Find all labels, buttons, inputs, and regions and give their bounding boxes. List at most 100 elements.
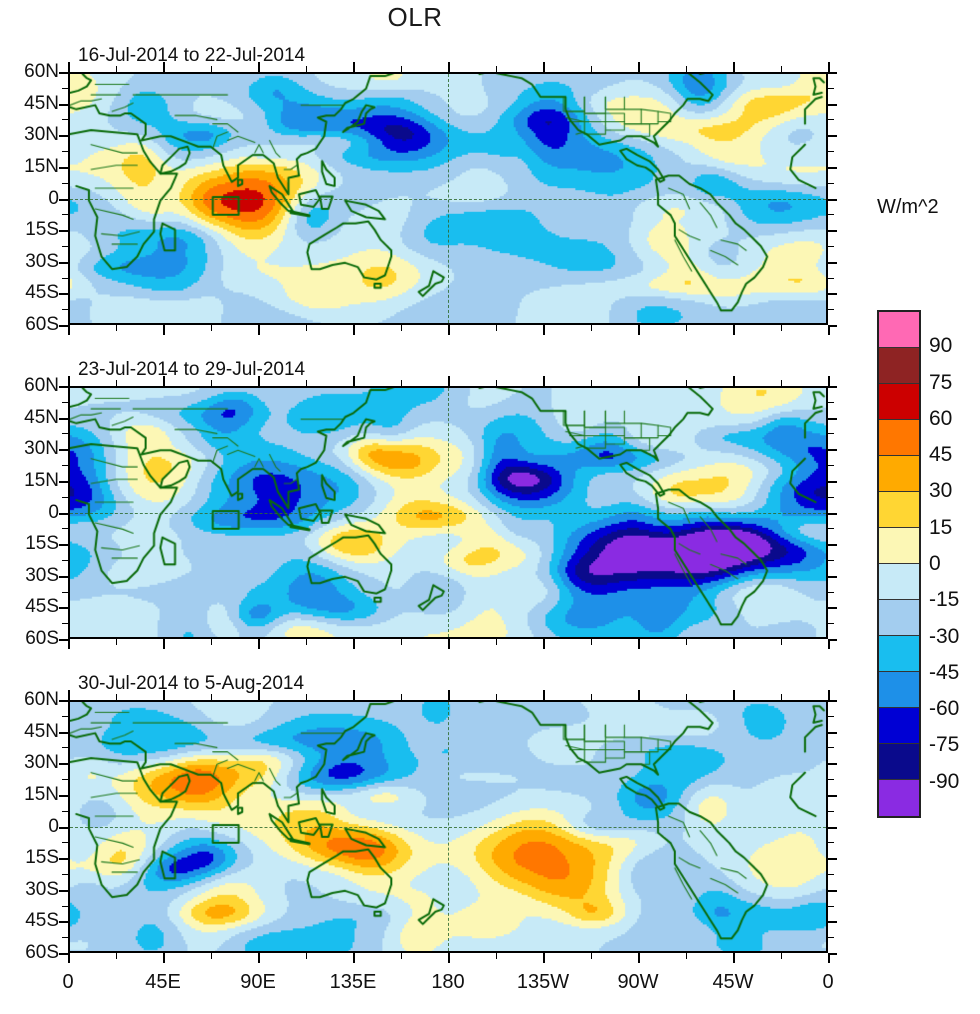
y-axis-tick xyxy=(59,449,68,452)
y-axis-label: 60N xyxy=(24,61,59,82)
y-axis-tick xyxy=(59,794,68,797)
x-axis-minor-tick xyxy=(305,694,307,700)
colorbar-band xyxy=(879,420,919,456)
y-axis-tick xyxy=(59,763,68,766)
y-axis-minor-tick xyxy=(828,747,834,749)
x-axis-label: 0 xyxy=(822,971,834,993)
x-axis-minor-tick xyxy=(685,66,687,72)
x-axis-minor-tick xyxy=(115,380,117,386)
x-axis-label: 180 xyxy=(431,971,465,993)
y-axis-tick xyxy=(828,261,837,264)
x-axis-tick xyxy=(448,376,450,386)
x-axis-minor-tick xyxy=(685,325,687,331)
x-axis-tick xyxy=(353,639,355,649)
x-axis-tick xyxy=(733,953,735,963)
x-axis-label: 0 xyxy=(62,971,74,993)
y-axis-tick xyxy=(828,889,837,892)
colorbar-band xyxy=(879,384,919,420)
y-axis-tick xyxy=(59,921,68,924)
x-axis-tick xyxy=(733,62,735,72)
x-axis-minor-tick xyxy=(400,380,402,386)
y-axis-label: 15N xyxy=(24,155,59,177)
map-frame-1 xyxy=(68,72,828,325)
x-axis-tick xyxy=(638,325,640,335)
x-axis-minor-tick xyxy=(590,639,592,645)
colorbar-tick-label: 45 xyxy=(929,443,953,467)
x-axis-tick xyxy=(163,639,165,649)
y-axis-tick xyxy=(828,607,837,610)
y-axis-tick xyxy=(59,135,68,138)
y-axis-tick xyxy=(828,135,837,138)
y-axis-tick xyxy=(59,639,68,641)
x-axis-minor-tick xyxy=(115,66,117,72)
x-axis-tick xyxy=(638,376,640,386)
x-axis-minor-tick xyxy=(400,325,402,331)
y-axis-minor-tick xyxy=(828,465,834,467)
y-axis-tick xyxy=(59,512,68,515)
x-axis-minor-tick xyxy=(495,953,497,959)
y-axis-tick xyxy=(59,198,68,201)
y-axis-tick xyxy=(59,953,68,955)
x-axis-minor-tick xyxy=(590,66,592,72)
y-axis-tick xyxy=(59,72,68,74)
x-axis-minor-tick xyxy=(780,639,782,645)
x-axis-minor-tick xyxy=(305,639,307,645)
y-axis-tick xyxy=(59,731,68,734)
x-axis-tick xyxy=(828,325,830,335)
y-axis-label: 30S xyxy=(25,878,59,900)
x-axis-tick xyxy=(68,639,70,649)
map-frame-2 xyxy=(68,386,828,639)
x-axis-minor-tick xyxy=(590,325,592,331)
colorbar-band xyxy=(879,312,919,348)
x-axis-minor-tick xyxy=(400,639,402,645)
y-axis-tick xyxy=(828,480,837,483)
x-axis-tick xyxy=(448,325,450,335)
y-axis-minor-tick xyxy=(828,401,834,403)
y-axis-minor-tick xyxy=(828,559,834,561)
y-axis-tick xyxy=(59,325,68,327)
y-axis-label: 45N xyxy=(24,406,59,428)
x-axis-minor-tick xyxy=(210,380,212,386)
colorbar-band xyxy=(879,636,919,672)
x-axis-minor-tick xyxy=(305,325,307,331)
x-axis-label: 135W xyxy=(516,971,570,993)
x-axis-tick xyxy=(828,953,830,963)
x-axis-minor-tick xyxy=(115,953,117,959)
y-axis-label: 15S xyxy=(25,219,59,241)
x-axis-label: 45W xyxy=(712,971,754,993)
colorbar-tick-label: -60 xyxy=(929,697,960,721)
y-axis-minor-tick xyxy=(62,214,68,216)
x-axis-minor-tick xyxy=(495,66,497,72)
x-axis-tick xyxy=(353,953,355,963)
x-axis-tick xyxy=(543,62,545,72)
map-panel-2: 23-Jul-2014 to 29-Jul-2014 60N 45N 30N 15N 0… xyxy=(24,359,837,649)
y-axis-tick xyxy=(59,480,68,483)
y-axis-minor-tick xyxy=(828,842,834,844)
x-axis-tick xyxy=(448,690,450,700)
x-axis-tick xyxy=(258,376,260,386)
x-axis-minor-tick xyxy=(305,953,307,959)
x-axis-tick xyxy=(448,953,450,963)
y-axis-label: 60S xyxy=(25,942,59,963)
x-axis-label: 45E xyxy=(145,971,181,993)
y-axis-minor-tick xyxy=(62,842,68,844)
y-axis-tick xyxy=(59,889,68,892)
x-axis-tick xyxy=(638,690,640,700)
y-axis-minor-tick xyxy=(62,433,68,435)
y-axis-label: 45N xyxy=(24,720,59,742)
x-axis-minor-tick xyxy=(780,953,782,959)
y-axis-tick xyxy=(828,826,837,829)
colorbar-units-label: W/m^2 xyxy=(877,196,939,218)
y-axis-minor-tick xyxy=(62,937,68,939)
y-axis-minor-tick xyxy=(62,309,68,311)
y-axis-tick xyxy=(59,417,68,420)
colorbar-tick-label: -30 xyxy=(929,624,960,648)
y-axis-label: 30N xyxy=(24,438,59,460)
y-axis-label: 45S xyxy=(25,282,59,304)
x-axis-tick xyxy=(353,62,355,72)
y-axis-tick xyxy=(828,921,837,924)
x-axis-tick xyxy=(828,690,830,700)
y-axis-tick xyxy=(828,325,837,327)
x-axis-tick xyxy=(733,325,735,335)
x-axis-minor-tick xyxy=(305,380,307,386)
